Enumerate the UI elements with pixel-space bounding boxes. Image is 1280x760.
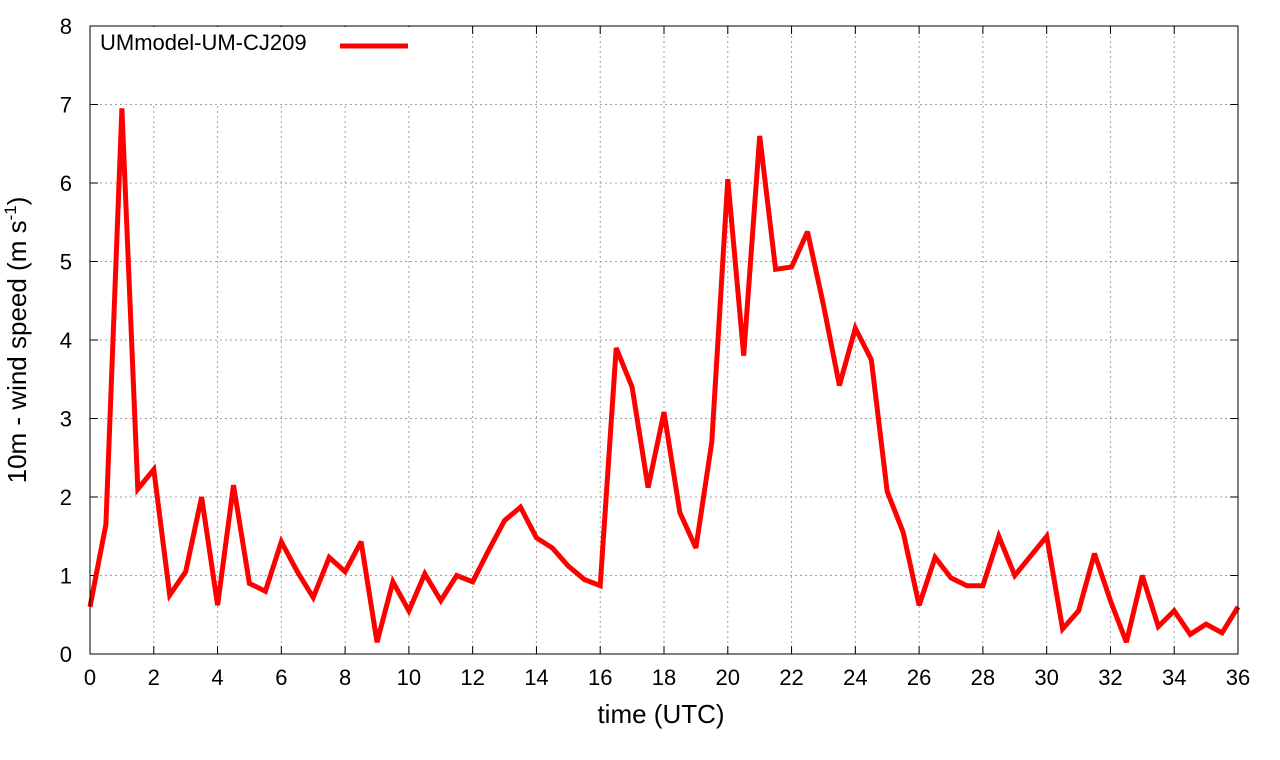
y-tick-label: 6 bbox=[60, 171, 72, 196]
series-line bbox=[87, 108, 1241, 644]
y-tick-labels: 0 1 2 3 4 5 6 7 8 bbox=[60, 14, 72, 667]
x-tick-label: 34 bbox=[1162, 665, 1186, 690]
y-tick-label: 2 bbox=[60, 485, 72, 510]
x-tick-label: 10 bbox=[397, 665, 421, 690]
y-tick-label: 3 bbox=[60, 407, 72, 432]
x-tick-label: 30 bbox=[1034, 665, 1058, 690]
legend-background bbox=[92, 27, 418, 104]
x-tick-labels: 0 2 4 6 8 10 12 14 16 18 20 22 24 26 28 30 32 34 36 bbox=[84, 665, 1250, 690]
y-tick-label: 5 bbox=[60, 250, 72, 275]
x-tick-label: 0 bbox=[84, 665, 96, 690]
x-tick-label: 18 bbox=[652, 665, 676, 690]
y-tick-label: 1 bbox=[60, 564, 72, 589]
grid bbox=[90, 26, 1238, 654]
legend: UMmodel-UM-CJ209 bbox=[92, 27, 418, 104]
y-tick-label: 8 bbox=[60, 14, 72, 39]
x-tick-label: 14 bbox=[524, 665, 548, 690]
x-tick-label: 4 bbox=[211, 665, 223, 690]
x-tick-label: 28 bbox=[971, 665, 995, 690]
x-tick-label: 20 bbox=[716, 665, 740, 690]
x-tick-label: 22 bbox=[779, 665, 803, 690]
legend-label: UMmodel-UM-CJ209 bbox=[100, 30, 307, 55]
x-axis-title: time (UTC) bbox=[597, 699, 724, 729]
x-tick-label: 36 bbox=[1226, 665, 1250, 690]
y-axis-title-sup: -1 bbox=[1, 205, 20, 220]
x-tick-label: 8 bbox=[339, 665, 351, 690]
y-tick-label: 7 bbox=[60, 93, 72, 118]
x-tick-label: 24 bbox=[843, 665, 867, 690]
x-tick-label: 2 bbox=[148, 665, 160, 690]
x-tick-label: 26 bbox=[907, 665, 931, 690]
series-layer bbox=[87, 108, 1241, 644]
y-axis-title-main: 10m - wind speed (m s bbox=[2, 220, 32, 483]
x-tick-label: 16 bbox=[588, 665, 612, 690]
y-tick-label: 0 bbox=[60, 642, 72, 667]
y-axis-title: 10m - wind speed (m s-1) bbox=[1, 197, 32, 484]
x-tick-label: 32 bbox=[1098, 665, 1122, 690]
y-tick-label: 4 bbox=[60, 328, 72, 353]
x-tick-label: 6 bbox=[275, 665, 287, 690]
plot-border bbox=[89, 25, 1239, 655]
x-tick-label: 12 bbox=[460, 665, 484, 690]
y-axis-title-end: ) bbox=[2, 197, 32, 206]
